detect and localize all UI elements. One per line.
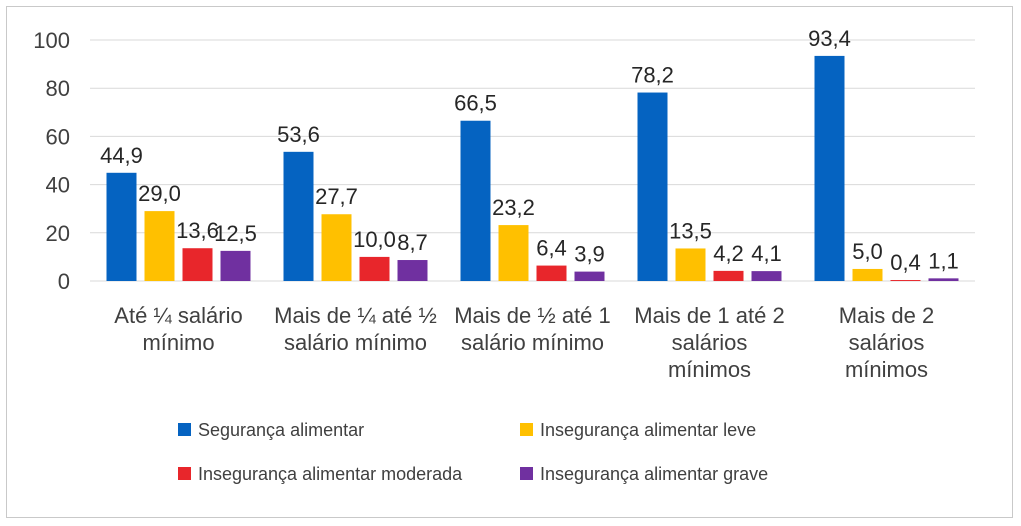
category-label: salários <box>849 330 925 355</box>
data-label: 3,9 <box>574 242 605 267</box>
data-label: 66,5 <box>454 91 497 116</box>
data-label: 4,2 <box>713 241 744 266</box>
y-tick-label: 80 <box>46 76 70 101</box>
category-label: mínimos <box>668 357 751 382</box>
bar <box>321 214 352 281</box>
bar <box>637 92 668 282</box>
data-label: 13,5 <box>669 218 712 243</box>
legend-entry: Segurança alimentar <box>198 420 364 440</box>
bar <box>928 278 959 281</box>
category-label: Mais de ½ até 1 <box>454 303 611 328</box>
bar <box>359 256 390 281</box>
bar <box>890 280 921 281</box>
data-label: 53,6 <box>277 122 320 147</box>
data-label: 29,0 <box>138 181 181 206</box>
bar <box>713 270 744 281</box>
data-label: 1,1 <box>928 248 959 273</box>
data-label: 13,6 <box>176 218 219 243</box>
legend-entry: Insegurança alimentar leve <box>540 420 756 440</box>
category-label: mínimo <box>142 330 214 355</box>
bar <box>574 271 605 281</box>
bar <box>460 120 491 281</box>
data-label: 78,2 <box>631 63 674 88</box>
category-label: salário mínimo <box>461 330 604 355</box>
data-label: 93,4 <box>808 26 851 51</box>
data-label: 12,5 <box>214 221 257 246</box>
data-label: 5,0 <box>852 239 883 264</box>
bar <box>220 250 251 281</box>
legend-entry: Insegurança alimentar grave <box>540 464 768 484</box>
data-label: 4,1 <box>751 241 782 266</box>
y-tick-label: 0 <box>58 269 70 294</box>
bar <box>144 211 175 281</box>
bar <box>397 260 428 281</box>
bar <box>814 55 845 281</box>
category-label: Até ¼ salário <box>114 303 242 328</box>
legend-swatch <box>178 423 191 436</box>
bar <box>498 225 529 281</box>
legend-entry: Insegurança alimentar moderada <box>198 464 463 484</box>
bar <box>182 248 213 281</box>
data-label: 10,0 <box>353 227 396 252</box>
legend-swatch <box>520 423 533 436</box>
bar <box>283 151 314 281</box>
y-tick-label: 20 <box>46 221 70 246</box>
y-tick-label: 100 <box>33 28 70 53</box>
data-label: 0,4 <box>890 250 921 275</box>
data-label: 8,7 <box>397 230 428 255</box>
category-label: mínimos <box>845 357 928 382</box>
y-tick-label: 60 <box>46 124 70 149</box>
y-tick-label: 40 <box>46 173 70 198</box>
bar <box>675 248 706 281</box>
category-label: Mais de 2 <box>839 303 934 328</box>
category-label: salários <box>672 330 748 355</box>
bar <box>751 271 782 281</box>
category-label: salário mínimo <box>284 330 427 355</box>
data-label: 44,9 <box>100 143 143 168</box>
category-label: Mais de ¼ até ½ <box>274 303 437 328</box>
data-label: 6,4 <box>536 236 567 261</box>
data-label: 27,7 <box>315 184 358 209</box>
data-label: 23,2 <box>492 195 535 220</box>
bar <box>106 172 137 281</box>
bar <box>852 268 883 281</box>
legend-swatch <box>178 467 191 480</box>
category-label: Mais de 1 até 2 <box>634 303 784 328</box>
legend-swatch <box>520 467 533 480</box>
bar <box>536 265 567 281</box>
